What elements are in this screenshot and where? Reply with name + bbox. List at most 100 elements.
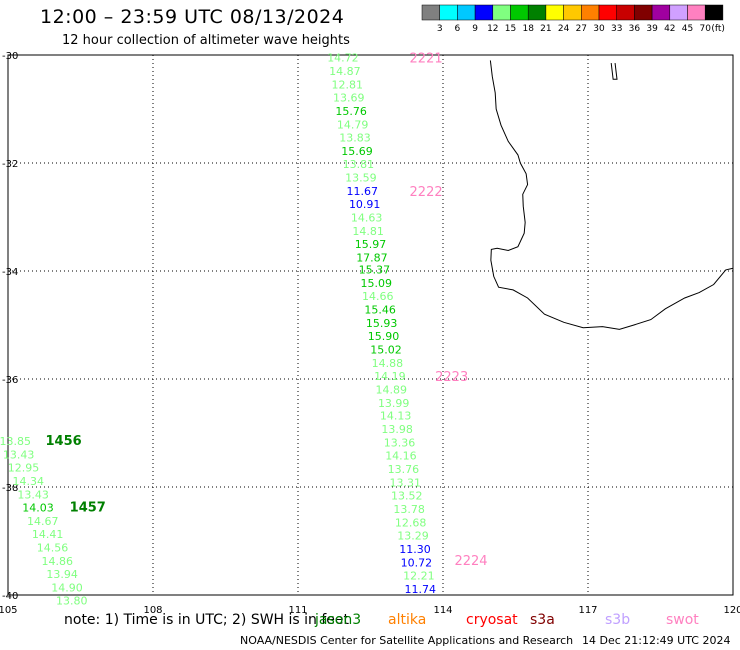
legend-label: 33 (611, 24, 622, 34)
swh-value: 13.36 (384, 437, 416, 450)
pass-time-label: 2222 (410, 185, 443, 200)
swh-value: 14.72 (327, 52, 359, 65)
y-tick-label: -30 (2, 51, 18, 62)
swh-value: 10.91 (349, 198, 381, 211)
satellite-legend: jason3 altika cryosat s3a s3b swot (0, 612, 740, 632)
swh-value: 15.76 (335, 105, 367, 118)
swh-value: 14.16 (385, 450, 417, 463)
swh-value: 13.43 (17, 489, 49, 502)
swh-value: 12.81 (332, 79, 364, 92)
satellite-label-cryosat: cryosat (466, 612, 518, 628)
satellite-label-s3a: s3a (530, 612, 555, 628)
swh-value: 15.46 (364, 303, 396, 316)
swh-value: 14.19 (374, 370, 406, 383)
legend-label: 27 (576, 24, 587, 34)
x-tick-label: 117 (578, 605, 597, 616)
footer-note: note: 1) Time is in UTC; 2) SWH is in fe… (64, 612, 350, 628)
swh-value: 14.41 (32, 528, 64, 541)
swh-value: 17.87 (356, 252, 388, 265)
pass-time-label: 2224 (454, 554, 487, 569)
swh-value: 15.37 (359, 263, 391, 276)
pass-time-label: 1456 (45, 434, 81, 449)
swh-value: 13.31 (390, 477, 422, 490)
swh-value: 14.87 (329, 65, 361, 78)
legend-swatch (704, 4, 724, 21)
x-tick-label: 114 (433, 605, 452, 616)
island-outline (610, 63, 618, 80)
swh-value: 13.99 (378, 397, 410, 410)
swh-value: 14.63 (351, 212, 383, 225)
swh-value: 14.13 (380, 410, 412, 423)
swh-value: 13.43 (3, 449, 35, 462)
legend-label: 15 (505, 24, 516, 34)
swh-value: 14.88 (372, 357, 404, 370)
plot-frame (7, 54, 734, 596)
y-tick-label: -40 (2, 591, 18, 602)
swh-value: 12.95 (8, 462, 40, 475)
swh-value: 11.67 (347, 185, 379, 198)
swh-value: 13.94 (46, 568, 78, 581)
legend-label: 21 (540, 24, 551, 34)
legend-label: 36 (629, 24, 641, 34)
chart-title: 12:00 – 23:59 UTC 08/13/2024 (40, 6, 345, 28)
swh-value: 15.09 (361, 277, 393, 290)
pass-time-label: 2223 (435, 370, 468, 385)
generated-time: 14 Dec 21:12:49 UTC 2024 (582, 634, 731, 647)
swh-value: 14.81 (352, 225, 384, 238)
swh-value: 11.30 (399, 543, 431, 556)
swh-value: 11.74 (405, 583, 437, 596)
swh-value: 15.02 (370, 343, 402, 356)
swh-value: 14.89 (376, 383, 408, 396)
legend-label: 3 (437, 24, 443, 34)
pass-time-label: 2221 (410, 52, 443, 67)
swh-value: 13.76 (388, 463, 420, 476)
swh-value: 15.97 (355, 238, 387, 251)
swh-value: 12.68 (395, 517, 427, 530)
legend-label: 30 (593, 24, 605, 34)
swh-value: 15.90 (368, 330, 400, 343)
swh-value: 14.79 (337, 119, 369, 132)
swh-value: 12.21 (403, 570, 435, 583)
y-tick-label: -34 (2, 267, 18, 278)
swh-value: 13.98 (381, 423, 413, 436)
swh-value: 13.29 (397, 530, 429, 543)
y-tick-label: -32 (2, 159, 18, 170)
y-tick-label: -38 (2, 483, 18, 494)
x-tick-label: 108 (143, 605, 162, 616)
pass-time-label: 1457 (70, 500, 106, 515)
chart-subtitle: 12 hour collection of altimeter wave hei… (62, 33, 350, 48)
legend-label: 42 (664, 24, 675, 34)
swh-value: 13.59 (345, 172, 377, 185)
legend-label: 12 (487, 24, 498, 34)
legend-label: 18 (522, 24, 534, 34)
swh-value: 10.72 (401, 557, 433, 570)
swh-value: 14.66 (362, 290, 394, 303)
swh-value: 13.80 (56, 594, 88, 607)
x-tick-label: 105 (0, 605, 18, 616)
swh-value: 14.03 (22, 502, 54, 515)
legend-unit: (ft) (711, 24, 725, 34)
swh-value: 14.67 (27, 515, 59, 528)
legend-label: 9 (472, 24, 478, 34)
x-tick-label: 120 (723, 605, 740, 616)
coastline (489, 60, 734, 330)
y-tick-label: -36 (2, 375, 18, 386)
swh-value: 14.56 (37, 541, 69, 554)
legend-label: 24 (558, 24, 570, 34)
swh-value: 13.85 (0, 435, 31, 448)
swh-value: 15.93 (366, 317, 398, 330)
satellite-label-swot: swot (666, 612, 699, 628)
legend-label: 70 (699, 24, 711, 34)
swh-value: 13.69 (333, 92, 365, 105)
x-tick-label: 111 (288, 605, 307, 616)
legend-label: 6 (455, 24, 461, 34)
legend-label: 39 (646, 24, 658, 34)
swh-value: 14.34 (13, 475, 45, 488)
swh-value: 14.86 (42, 555, 74, 568)
swh-value: 14.90 (51, 581, 83, 594)
swh-value: 13.83 (339, 132, 371, 145)
legend-label: 45 (682, 24, 693, 34)
satellite-label-altika: altika (388, 612, 427, 628)
swh-value: 13.52 (391, 490, 423, 503)
